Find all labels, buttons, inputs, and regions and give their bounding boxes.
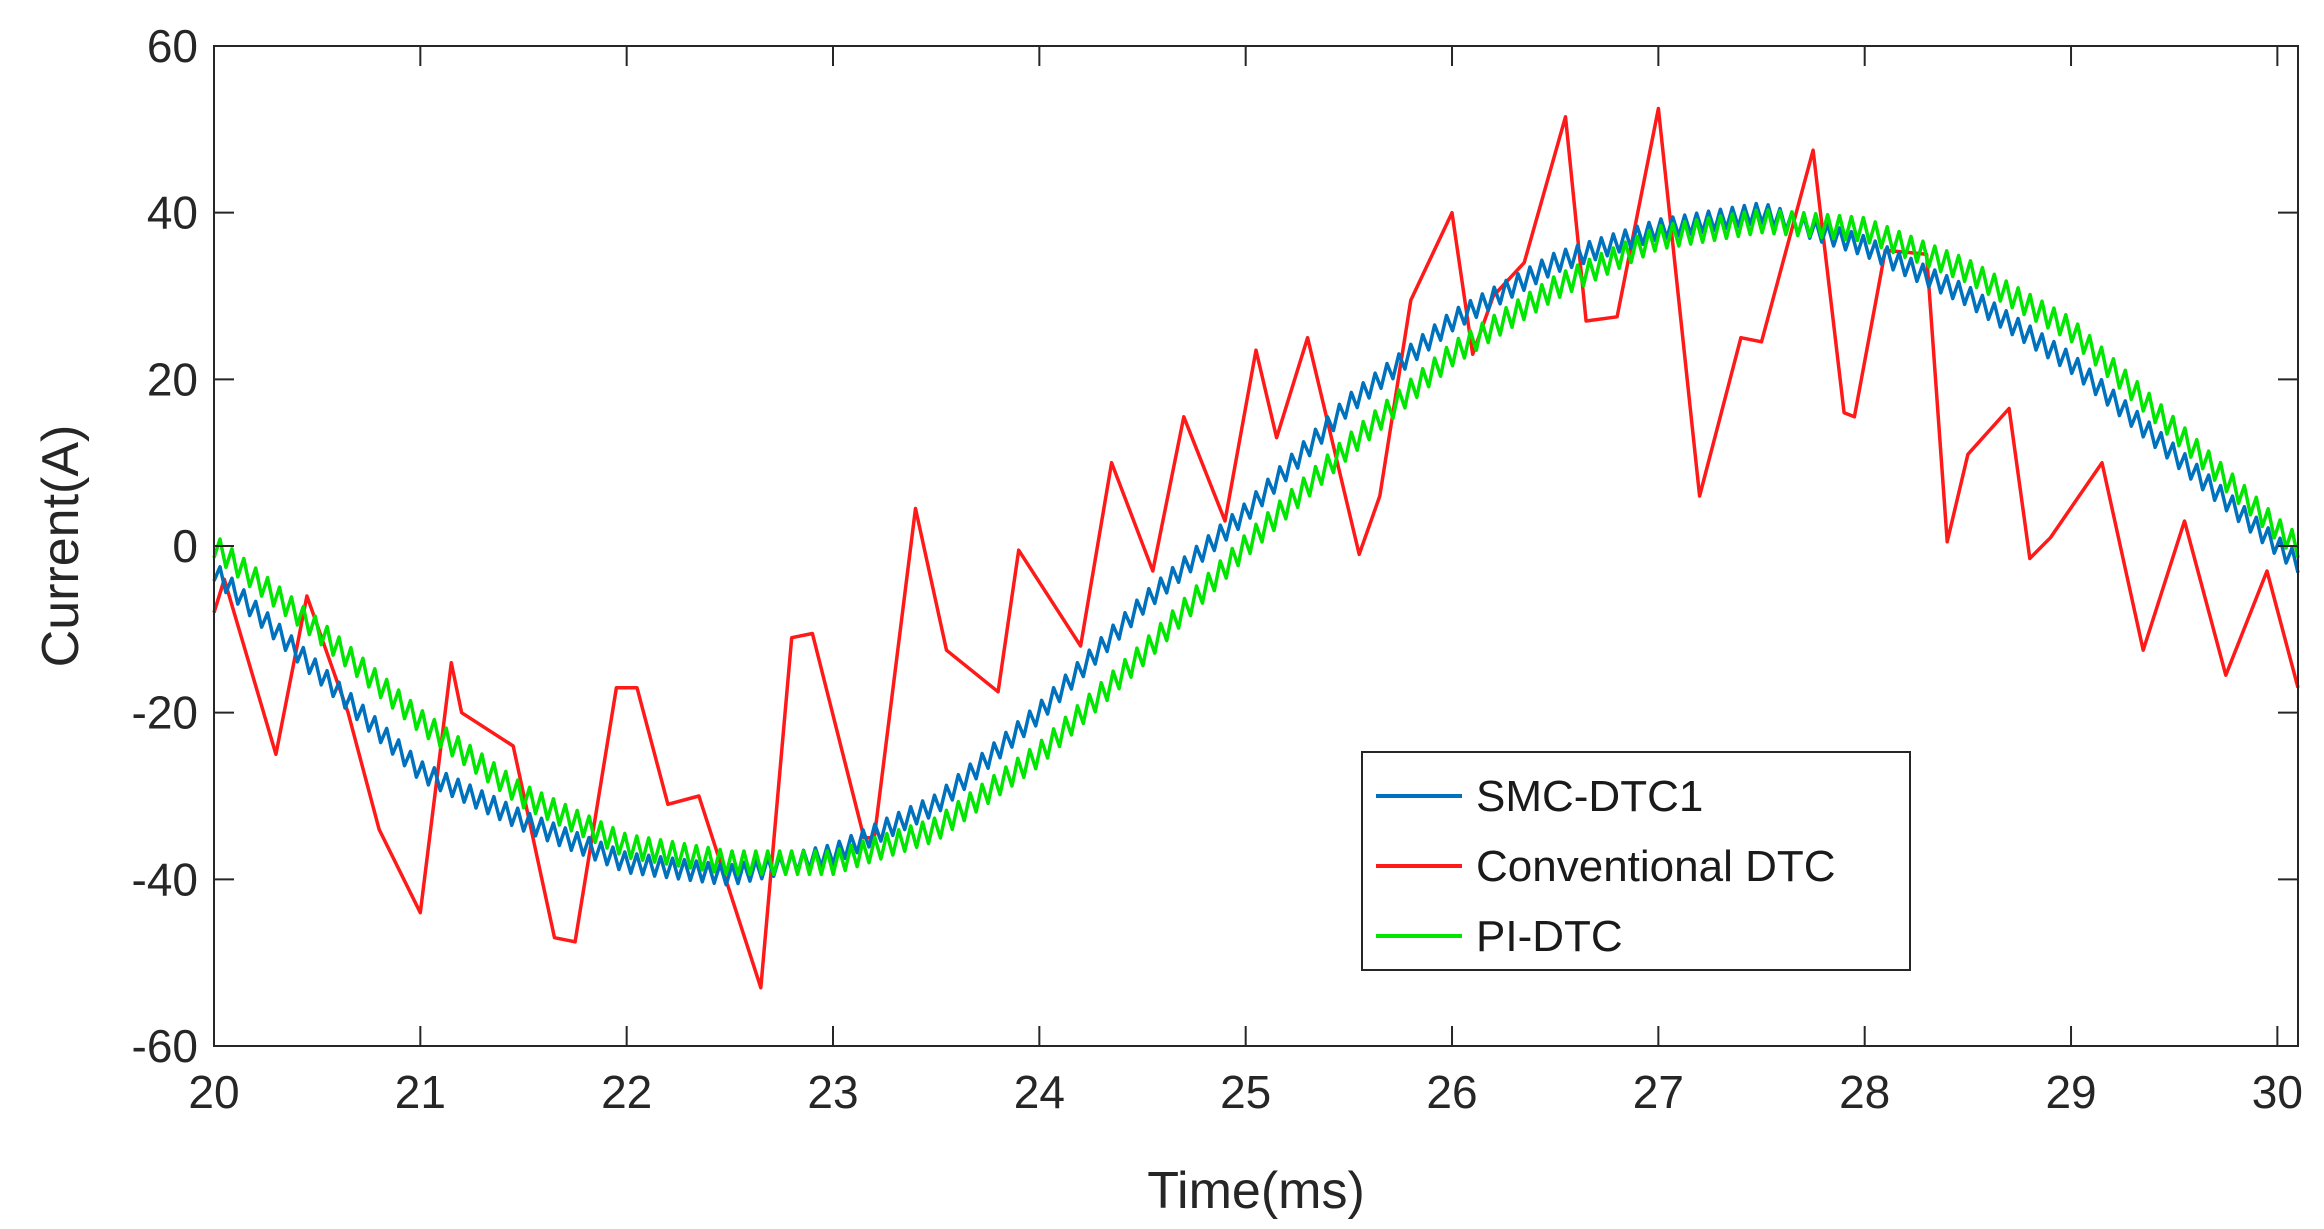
legend-label: Conventional DTC [1476,842,1836,891]
x-tick-label: 22 [601,1066,652,1118]
legend-label: PI-DTC [1476,912,1623,961]
legend-label: SMC-DTC1 [1476,772,1703,821]
x-axis-label: Time(ms) [1147,1162,1365,1220]
series-line-conventional-dtc [212,106,2300,990]
x-tick-label: 29 [2045,1066,2096,1118]
x-tick-label: 21 [395,1066,446,1118]
x-tick-label: 27 [1633,1066,1684,1118]
plot-area [214,46,2298,1046]
x-tick-label: 23 [807,1066,858,1118]
x-tick-label: 30 [2252,1066,2303,1118]
legend: SMC-DTC1 Conventional DTC PI-DTC [1361,751,1911,971]
series-line-pi-dtc [212,208,2300,877]
x-tick-label: 24 [1014,1066,1065,1118]
legend-box [1361,751,1911,971]
y-tick-label: 60 [147,20,198,72]
series-layer [212,106,2300,990]
y-axis-label: Current(A) [32,425,90,668]
x-tick-label: 26 [1426,1066,1477,1118]
y-tick-label: 40 [147,187,198,239]
x-tick-label: 28 [1839,1066,1890,1118]
y-tick-label: 20 [147,353,198,405]
y-tick-label: -40 [132,853,198,905]
series-line-smc-dtc1 [212,201,2300,887]
y-tick-label: -20 [132,687,198,739]
x-tick-label: 20 [188,1066,239,1118]
y-tick-label: -60 [132,1020,198,1072]
y-tick-label: 0 [172,520,198,572]
x-tick-label: 25 [1220,1066,1271,1118]
tick-layer: 20 21 22 23 24 25 26 27 28 29 30 -60 -40 -20 0 20 40 60 [132,20,2303,1118]
